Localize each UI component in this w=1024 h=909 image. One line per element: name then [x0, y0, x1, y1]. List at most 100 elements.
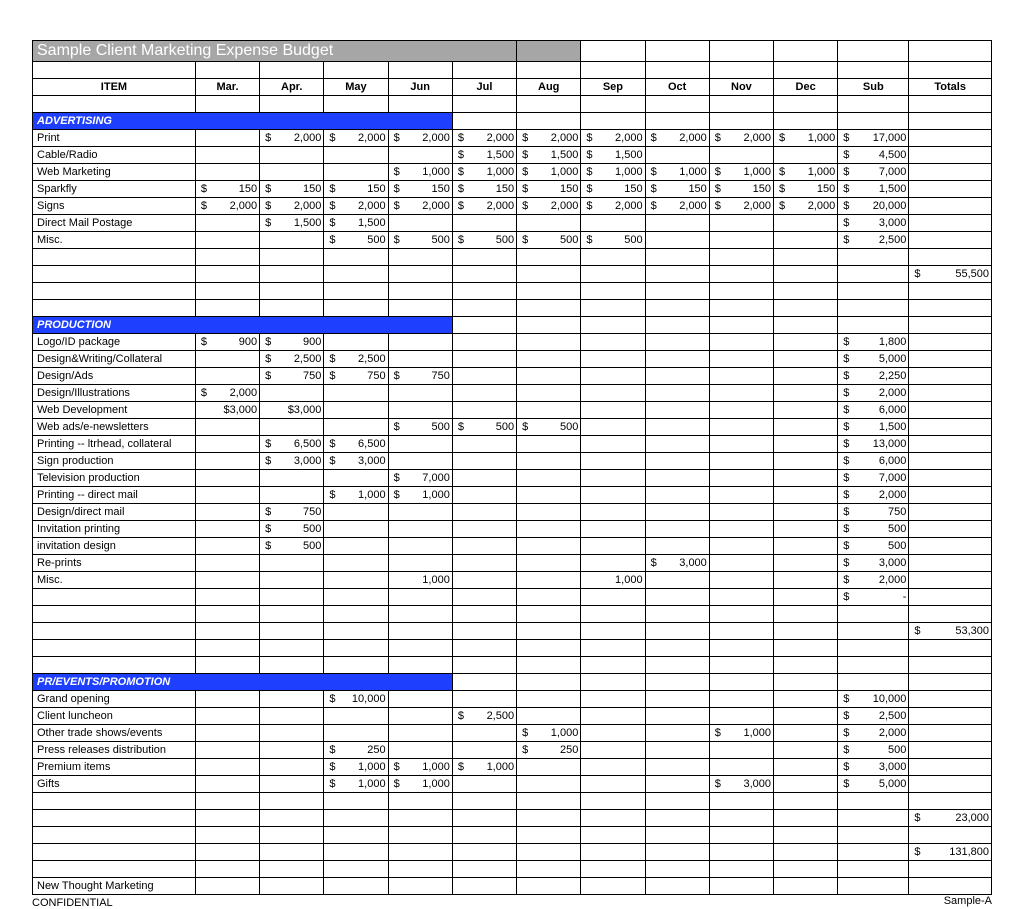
cell[interactable]: $10,000: [324, 691, 388, 708]
total-cell[interactable]: [909, 555, 992, 572]
total-cell[interactable]: [909, 147, 992, 164]
cell[interactable]: [581, 589, 645, 606]
cell[interactable]: [581, 436, 645, 453]
item-label[interactable]: Misc.: [33, 572, 196, 589]
cell[interactable]: [645, 232, 709, 249]
cell[interactable]: [195, 487, 259, 504]
cell[interactable]: [452, 334, 516, 351]
cell[interactable]: $150: [581, 181, 645, 198]
cell[interactable]: $1,000: [324, 776, 388, 793]
cell[interactable]: [324, 521, 388, 538]
cell[interactable]: [709, 232, 773, 249]
cell[interactable]: [452, 538, 516, 555]
cell[interactable]: [260, 419, 324, 436]
cell[interactable]: [517, 470, 581, 487]
subtotal-cell[interactable]: $750: [838, 504, 909, 521]
cell[interactable]: $1,500: [452, 147, 516, 164]
cell[interactable]: [581, 776, 645, 793]
cell[interactable]: [195, 215, 259, 232]
cell[interactable]: [709, 419, 773, 436]
cell[interactable]: [581, 334, 645, 351]
item-label[interactable]: Logo/ID package: [33, 334, 196, 351]
cell[interactable]: [645, 538, 709, 555]
cell[interactable]: [709, 351, 773, 368]
cell[interactable]: [517, 487, 581, 504]
cell[interactable]: [709, 742, 773, 759]
cell[interactable]: [774, 521, 838, 538]
cell[interactable]: [195, 555, 259, 572]
cell[interactable]: $750: [388, 368, 452, 385]
cell[interactable]: $3,000: [709, 776, 773, 793]
cell[interactable]: $1,000: [324, 759, 388, 776]
cell[interactable]: $3,000: [324, 453, 388, 470]
cell[interactable]: [645, 742, 709, 759]
cell[interactable]: [388, 691, 452, 708]
cell[interactable]: [260, 776, 324, 793]
cell[interactable]: [774, 232, 838, 249]
cell[interactable]: [581, 215, 645, 232]
cell[interactable]: [645, 351, 709, 368]
total-cell[interactable]: [909, 198, 992, 215]
cell[interactable]: $2,000: [645, 198, 709, 215]
cell[interactable]: [388, 334, 452, 351]
subtotal-cell[interactable]: $3,000: [838, 759, 909, 776]
cell[interactable]: [388, 351, 452, 368]
subtotal-cell[interactable]: $13,000: [838, 436, 909, 453]
cell[interactable]: [709, 589, 773, 606]
cell[interactable]: [645, 334, 709, 351]
cell[interactable]: [324, 504, 388, 521]
total-cell[interactable]: [909, 538, 992, 555]
subtotal-cell[interactable]: $2,500: [838, 708, 909, 725]
cell[interactable]: [452, 453, 516, 470]
cell[interactable]: $500: [452, 419, 516, 436]
cell[interactable]: $2,500: [324, 351, 388, 368]
cell[interactable]: [581, 351, 645, 368]
cell[interactable]: [324, 470, 388, 487]
cell[interactable]: [581, 691, 645, 708]
cell[interactable]: [517, 453, 581, 470]
cell[interactable]: [709, 759, 773, 776]
cell[interactable]: 1,000: [581, 572, 645, 589]
cell[interactable]: $500: [517, 232, 581, 249]
cell[interactable]: [324, 589, 388, 606]
cell[interactable]: [709, 215, 773, 232]
cell[interactable]: [324, 725, 388, 742]
cell[interactable]: $1,000: [645, 164, 709, 181]
cell[interactable]: $3,000: [195, 402, 259, 419]
cell[interactable]: [774, 147, 838, 164]
cell[interactable]: $2,000: [260, 198, 324, 215]
cell[interactable]: [517, 436, 581, 453]
cell[interactable]: [452, 572, 516, 589]
cell[interactable]: [517, 589, 581, 606]
cell[interactable]: $7,000: [388, 470, 452, 487]
cell[interactable]: [774, 589, 838, 606]
cell[interactable]: [581, 368, 645, 385]
total-cell[interactable]: [909, 470, 992, 487]
cell[interactable]: $2,000: [645, 130, 709, 147]
cell[interactable]: $500: [452, 232, 516, 249]
item-label[interactable]: Design/direct mail: [33, 504, 196, 521]
cell[interactable]: [774, 691, 838, 708]
cell[interactable]: [452, 504, 516, 521]
cell[interactable]: [452, 555, 516, 572]
cell[interactable]: [452, 725, 516, 742]
cell[interactable]: [195, 164, 259, 181]
cell[interactable]: [709, 453, 773, 470]
cell[interactable]: [709, 504, 773, 521]
cell[interactable]: $3,000: [260, 402, 324, 419]
total-cell[interactable]: [909, 334, 992, 351]
cell[interactable]: [581, 402, 645, 419]
cell[interactable]: [581, 453, 645, 470]
item-label[interactable]: Print: [33, 130, 196, 147]
cell[interactable]: $2,000: [581, 198, 645, 215]
item-label[interactable]: Web Marketing: [33, 164, 196, 181]
cell[interactable]: [324, 402, 388, 419]
cell[interactable]: [452, 487, 516, 504]
cell[interactable]: [645, 759, 709, 776]
cell[interactable]: $500: [388, 232, 452, 249]
item-label[interactable]: Printing -- ltrhead, collateral: [33, 436, 196, 453]
cell[interactable]: [195, 521, 259, 538]
item-label[interactable]: Premium items: [33, 759, 196, 776]
cell[interactable]: [517, 538, 581, 555]
cell[interactable]: [645, 147, 709, 164]
